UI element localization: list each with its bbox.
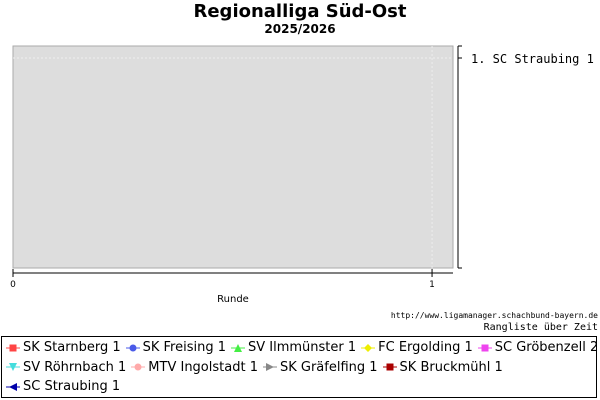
legend-item: FC Ergolding 1 <box>361 340 473 355</box>
legend-label: SC Straubing 1 <box>23 379 121 394</box>
legend-marker-icon <box>231 343 245 352</box>
legend-row: SK Starnberg 1 SK Freising 1 SV Ilmmünster… <box>6 338 600 357</box>
source-url: http://www.ligamanager.schachbund-bayern… <box>390 311 598 320</box>
legend-label: SK Gräfelfing 1 <box>279 359 378 375</box>
chart-title: Regionalliga Süd-Ost <box>193 1 407 22</box>
legend-label: MTV Ingolstadt 1 <box>148 359 258 375</box>
legend-marker-icon <box>6 363 20 371</box>
legend-item: SK Freising 1 <box>125 340 226 355</box>
y-tick-label-right: 1. SC Straubing 1 <box>471 52 594 66</box>
x-axis-label: Runde <box>217 294 249 305</box>
legend: SK Starnberg 1 SK Freising 1 SV Ilmmünster… <box>1 336 600 398</box>
legend-item: SK Gräfelfing 1 <box>262 359 378 375</box>
plot-area <box>12 45 454 269</box>
chart-subtitle: 2025/2026 <box>264 22 336 36</box>
legend-label: SK Freising 1 <box>142 340 226 355</box>
legend-label: SK Starnberg 1 <box>23 340 121 355</box>
legend-label: SV Röhrnbach 1 <box>23 359 127 375</box>
chart-caption: Rangliste über Zeit <box>483 322 598 333</box>
legend-marker-icon <box>477 344 492 351</box>
legend-marker-icon <box>6 382 20 391</box>
chart-canvas: 0 1 Runde 1. SC Straubing 1 <box>10 45 594 305</box>
legend-item: SV Ilmmünster 1 <box>231 340 356 355</box>
x-tick-label-1: 1 <box>429 280 435 290</box>
legend-item: SK Starnberg 1 <box>6 340 121 355</box>
legend-row: SC Straubing 1 <box>6 377 125 396</box>
legend-marker-icon <box>6 344 20 351</box>
x-tick-label-0: 0 <box>10 280 16 290</box>
legend-item: SK Bruckmühl 1 <box>382 359 503 375</box>
legend-marker-icon <box>361 343 376 352</box>
legend-label: SC Gröbenzell 2 <box>494 340 599 355</box>
legend-item: MTV Ingolstadt 1 <box>131 360 258 375</box>
legend-marker-icon <box>125 344 140 351</box>
legend-item: SC Straubing 1 <box>6 379 120 394</box>
legend-row: SV Röhrnbach 1 MTV Ingolstadt 1 SK Gräfelf… <box>6 358 508 377</box>
legend-item: SC Gröbenzell 2 <box>477 340 599 355</box>
legend-label: FC Ergolding 1 <box>378 340 473 355</box>
legend-label: SK Bruckmühl 1 <box>399 359 503 375</box>
legend-marker-icon <box>382 363 397 371</box>
legend-label: SV Ilmmünster 1 <box>248 340 357 355</box>
legend-item: SV Röhrnbach 1 <box>6 360 126 375</box>
legend-marker-icon <box>262 363 277 371</box>
legend-marker-icon <box>131 363 146 371</box>
